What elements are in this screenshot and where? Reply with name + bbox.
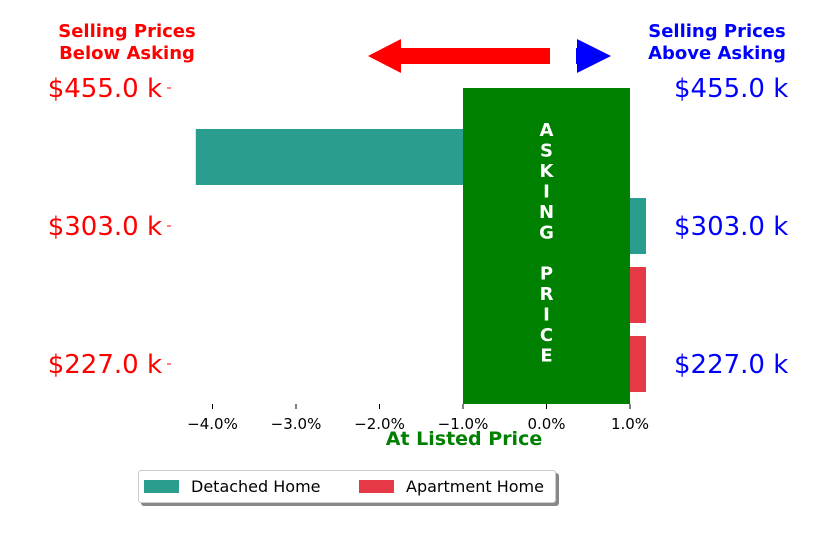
- y-tick-label-right-0: $455.0 k: [674, 74, 788, 104]
- y-tick-label-left-0: $455.0 k: [48, 74, 162, 104]
- asking-letter-8: R: [540, 284, 554, 305]
- asking-price-box: [463, 88, 630, 404]
- x-tick-label-4: 0.0%: [527, 415, 565, 433]
- y-tick-label-left-2: $227.0 k: [48, 350, 162, 380]
- arrow-left-icon: [368, 39, 550, 73]
- legend-label-apartment: Apartment Home: [406, 477, 544, 496]
- x-axis-label: At Listed Price: [386, 428, 542, 450]
- x-tick-label-0: −4.0%: [187, 415, 238, 433]
- header-below-line2: Below Asking: [59, 43, 195, 64]
- header-above-line2: Above Asking: [648, 43, 786, 64]
- asking-letter-2: K: [540, 161, 555, 182]
- asking-letter-0: A: [540, 120, 554, 141]
- bar-detached-1: [630, 198, 646, 254]
- y-tick-label-left-1: $303.0 k: [48, 212, 162, 242]
- asking-letter-11: E: [540, 346, 552, 367]
- legend: Detached Home Apartment Home: [138, 470, 556, 503]
- bar-detached-0: [195, 129, 464, 185]
- header-above-line1: Selling Prices: [648, 21, 786, 42]
- legend-swatch-apartment: [359, 480, 394, 493]
- legend-swatch-detached: [144, 480, 179, 493]
- legend-item-apartment: Apartment Home: [359, 477, 544, 496]
- y-tick-label-right-2: $227.0 k: [674, 350, 788, 380]
- asking-letter-3: I: [543, 182, 550, 203]
- x-tick-label-5: 1.0%: [611, 415, 649, 433]
- x-tick-label-1: −3.0%: [271, 415, 322, 433]
- x-tick-label-2: −2.0%: [354, 415, 405, 433]
- asking-letter-5: G: [539, 223, 554, 244]
- asking-letter-1: S: [540, 141, 553, 162]
- asking-letter-9: I: [543, 305, 550, 326]
- legend-item-detached: Detached Home: [144, 477, 321, 496]
- legend-label-detached: Detached Home: [191, 477, 321, 496]
- header-below-asking: Selling Prices Below Asking: [27, 21, 227, 65]
- bar-apartment-0: [630, 267, 646, 323]
- y-tick-label-right-1: $303.0 k: [674, 212, 788, 242]
- header-above-asking: Selling Prices Above Asking: [617, 21, 817, 65]
- arrow-right-icon: [576, 39, 611, 73]
- x-tick-label-3: −1.0%: [438, 415, 489, 433]
- asking-letter-4: N: [539, 202, 554, 223]
- asking-letter-7: P: [540, 264, 553, 285]
- bar-apartment-1: [630, 336, 646, 392]
- asking-letter-10: C: [540, 325, 553, 346]
- header-below-line1: Selling Prices: [58, 21, 196, 42]
